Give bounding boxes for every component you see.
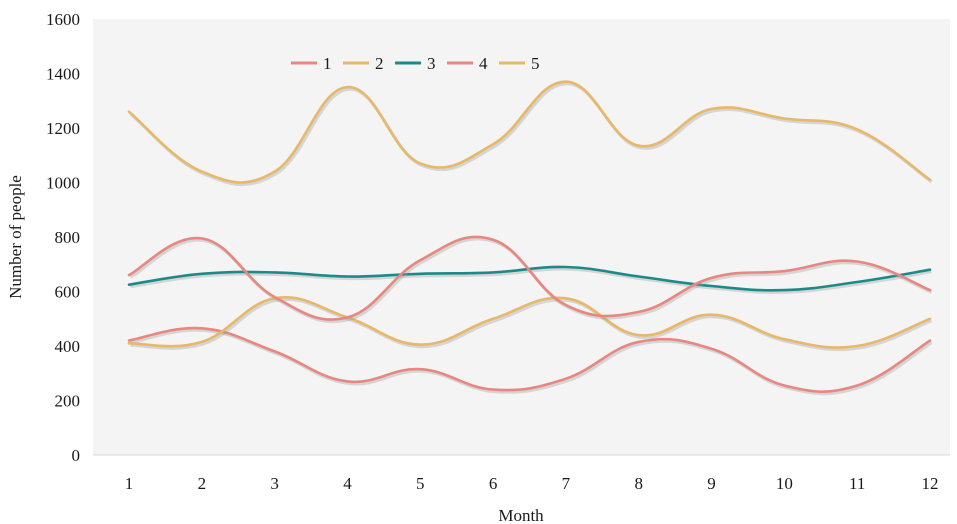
x-tick-label: 10 bbox=[776, 474, 793, 493]
series-1-line bbox=[127, 326, 932, 393]
y-axis-ticks: 0 200 400 600 800 1000 1200 1400 1600 bbox=[46, 10, 80, 465]
x-tick-label: 11 bbox=[849, 474, 865, 493]
y-tick-label: 1200 bbox=[46, 119, 80, 138]
y-tick-label: 0 bbox=[72, 446, 81, 465]
legend-label-5: 5 bbox=[531, 54, 540, 73]
x-axis-ticks: 1 2 3 4 5 6 7 8 9 10 11 12 bbox=[93, 454, 950, 493]
series-2-shadow bbox=[130, 297, 933, 352]
series-5-line bbox=[127, 80, 932, 184]
series-1-shadow bbox=[130, 328, 933, 396]
y-tick-label: 200 bbox=[55, 392, 81, 411]
x-tick-label: 5 bbox=[416, 474, 425, 493]
x-tick-label: 6 bbox=[489, 474, 498, 493]
series-layer bbox=[127, 80, 933, 396]
x-tick-label: 2 bbox=[198, 474, 207, 493]
x-tick-label: 12 bbox=[922, 474, 939, 493]
series-5-shadow bbox=[129, 82, 933, 187]
legend: 1 2 3 4 5 bbox=[291, 54, 540, 73]
legend-label-1: 1 bbox=[323, 54, 332, 73]
y-tick-label: 1600 bbox=[46, 10, 80, 29]
y-tick-label: 1400 bbox=[46, 65, 80, 84]
plot-area bbox=[93, 19, 950, 455]
legend-label-4: 4 bbox=[479, 54, 488, 73]
legend-label-2: 2 bbox=[375, 54, 384, 73]
x-tick-label: 4 bbox=[343, 474, 352, 493]
x-tick-label: 8 bbox=[634, 474, 643, 493]
y-axis-title: Number of people bbox=[6, 175, 25, 299]
legend-label-3: 3 bbox=[427, 54, 436, 73]
x-tick-label: 9 bbox=[707, 474, 716, 493]
series-2-line bbox=[127, 296, 932, 349]
x-tick-label: 1 bbox=[125, 474, 134, 493]
y-tick-label: 1000 bbox=[46, 174, 80, 193]
x-axis-title: Month bbox=[498, 506, 544, 524]
y-tick-label: 800 bbox=[55, 228, 81, 247]
y-tick-label: 600 bbox=[55, 283, 81, 302]
y-tick-label: 400 bbox=[55, 337, 81, 356]
x-tick-label: 7 bbox=[562, 474, 571, 493]
series-4-line bbox=[127, 235, 932, 321]
x-tick-label: 3 bbox=[270, 474, 279, 493]
